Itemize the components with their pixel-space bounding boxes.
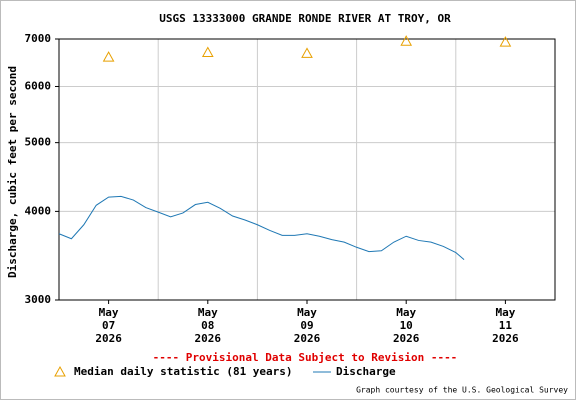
y-axis-label: Discharge, cubic feet per second	[6, 66, 19, 278]
x-tick-label: 08	[201, 319, 214, 332]
x-tick-label: May	[297, 306, 317, 319]
x-tick-label: 2026	[393, 332, 420, 345]
median-marker	[499, 36, 512, 47]
y-tick-label: 3000	[25, 293, 52, 306]
y-tick-label: 4000	[25, 204, 52, 217]
y-tick-label: 7000	[25, 32, 52, 45]
y-tick-label: 5000	[25, 136, 52, 149]
median-marker	[201, 46, 214, 57]
legend-label: Median daily statistic (81 years)	[74, 365, 293, 378]
x-tick-label: 2026	[195, 332, 222, 345]
x-tick-label: 11	[499, 319, 513, 332]
provisional-note: ---- Provisional Data Subject to Revisio…	[153, 351, 458, 364]
median-marker	[301, 47, 313, 58]
discharge-line	[58, 195, 465, 261]
x-tick-label: 2026	[492, 332, 519, 345]
x-tick-label: May	[99, 306, 119, 319]
legend-marker	[54, 365, 66, 377]
x-tick-label: May	[495, 306, 515, 319]
credit: Graph courtesy of the U.S. Geological Su…	[356, 386, 568, 395]
x-tick-label: 2026	[95, 332, 122, 345]
median-marker	[400, 35, 413, 46]
chart-title: USGS 13333000 GRANDE RONDE RIVER AT TROY…	[159, 12, 451, 25]
x-tick-label: May	[198, 306, 218, 319]
x-tick-label: May	[396, 306, 416, 319]
x-tick-label: 09	[300, 319, 313, 332]
y-tick-label: 6000	[25, 79, 52, 92]
legend-label: Discharge	[336, 365, 396, 378]
x-tick-label: 10	[400, 319, 413, 332]
plot-border	[58, 38, 556, 301]
x-tick-label: 2026	[294, 332, 321, 345]
plot-area	[59, 39, 555, 300]
x-tick-label: 07	[102, 319, 115, 332]
median-marker	[102, 51, 115, 62]
